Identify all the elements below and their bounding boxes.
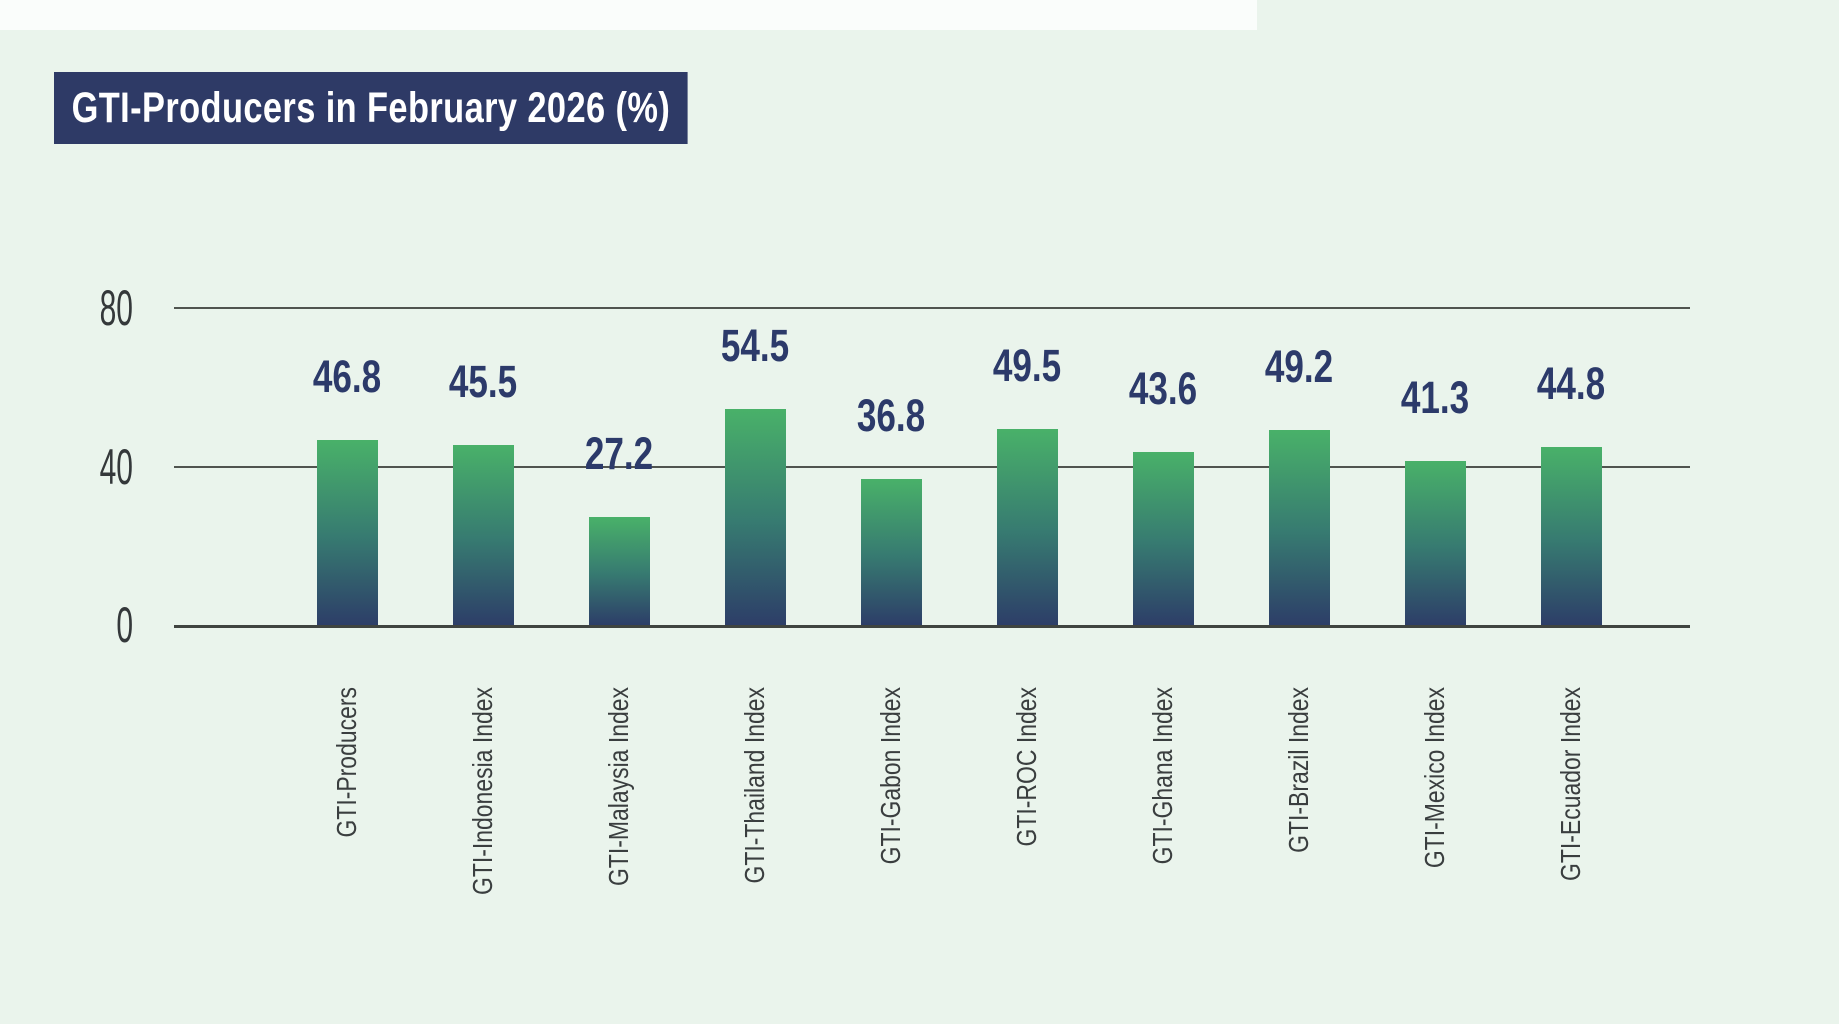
chart-title-box: GTI-Producers in February 2026 (%) [54,72,688,144]
x-category-label: GTI-Ecuador Index [1555,687,1586,881]
bar-gti-roc-index [996,429,1058,625]
value-label: 43.6 [1128,363,1198,414]
value-label: 46.8 [312,351,382,402]
bar-gti-indonesia-index [452,445,514,625]
bar-gti-mexico-index [1404,461,1466,625]
value-label: 54.5 [720,320,790,371]
bar-gti-thailand-index [724,409,786,625]
x-category-label: GTI-Ghana Index [1147,687,1178,865]
x-category-label: GTI-Producers [331,687,362,838]
x-category-label: GTI-Indonesia Index [467,687,498,896]
value-label: 49.2 [1264,341,1334,392]
x-category-label: GTI-Thailand Index [739,687,770,884]
x-category-label: GTI-Brazil Index [1283,687,1314,853]
gridline-80 [174,307,1690,309]
y-tick-label-40: 40 [99,438,133,495]
value-label: 27.2 [584,428,654,479]
y-tick-label-0: 0 [116,597,133,653]
x-category-label: GTI-Malaysia Index [603,687,634,887]
bar-gti-ghana-index [1132,452,1194,625]
x-category-label: GTI-Gabon Index [875,687,906,865]
bar-gti-ecuador-index [1540,447,1602,625]
value-label: 44.8 [1536,358,1606,409]
top-white-strip [0,0,1257,30]
bar-gti-producers [316,440,378,625]
x-category-label: GTI-Mexico Index [1419,687,1450,869]
y-tick-label-80: 80 [99,280,133,336]
value-label: 45.5 [448,356,518,407]
x-category-label: GTI-ROC Index [1011,687,1042,847]
value-label: 36.8 [856,390,926,441]
chart-title: GTI-Producers in February 2026 (%) [71,84,671,132]
value-label: 41.3 [1400,372,1470,423]
x-axis-line [174,625,1690,628]
gridline-40 [174,465,1690,468]
bar-gti-gabon-index [860,479,922,625]
value-label: 49.5 [992,340,1062,391]
bar-gti-malaysia-index [588,517,650,625]
bar-gti-brazil-index [1268,430,1330,625]
